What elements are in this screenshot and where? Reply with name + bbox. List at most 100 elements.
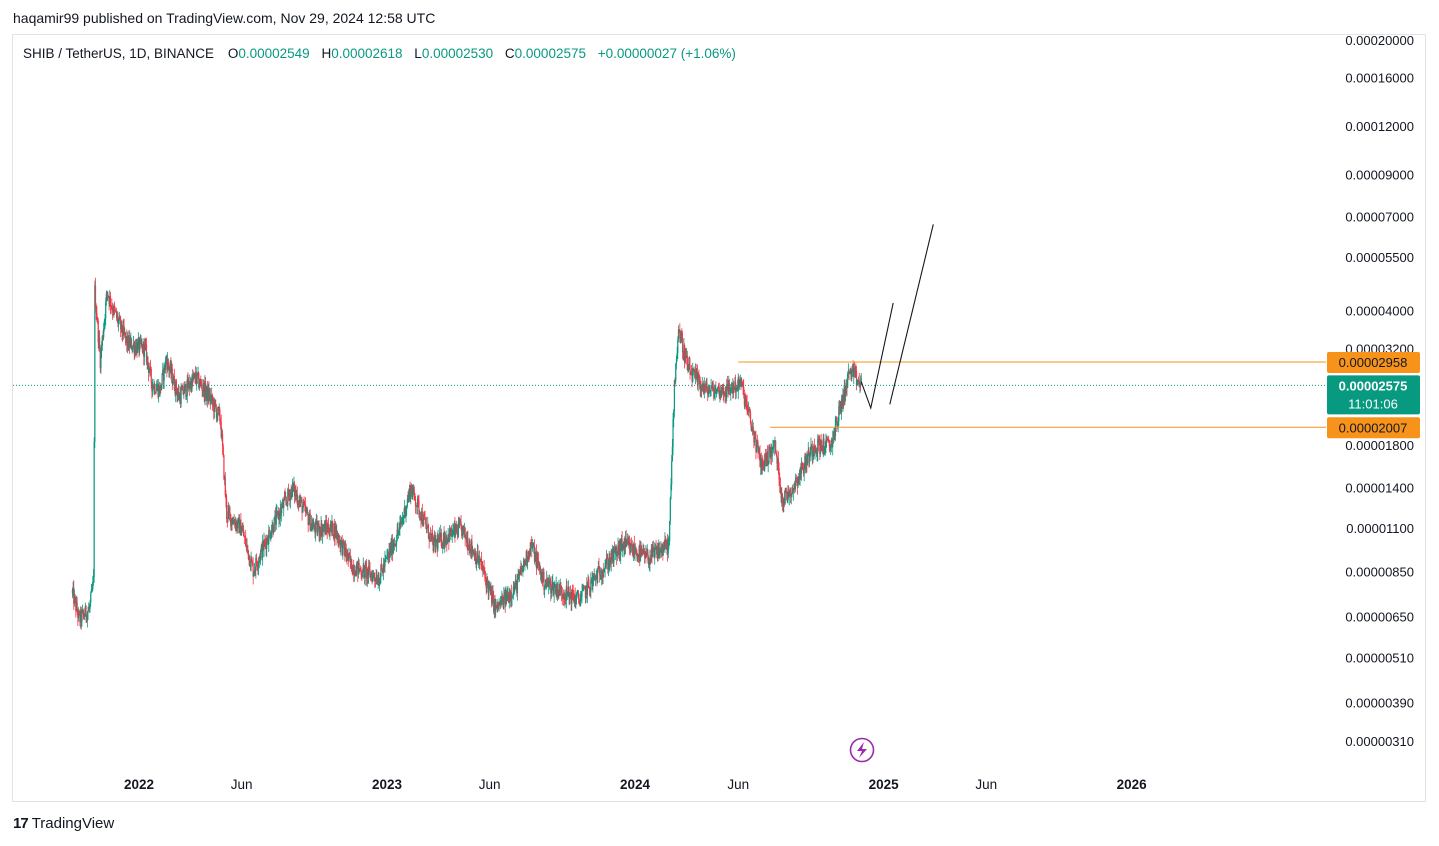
candle-body	[410, 485, 412, 499]
candle-body	[168, 365, 170, 371]
candle-body	[315, 521, 317, 534]
candle-body	[211, 394, 213, 403]
candle-body	[855, 370, 857, 371]
candle-body	[98, 337, 100, 343]
candle-body	[565, 594, 567, 601]
candle-body	[759, 452, 761, 467]
candle-body	[810, 444, 812, 454]
candle-body	[311, 522, 313, 530]
candle-body	[435, 540, 437, 547]
candle-body	[582, 585, 584, 591]
candle-body	[484, 571, 486, 577]
candle-body	[749, 411, 751, 413]
candle-body	[128, 337, 131, 348]
candle-body	[848, 371, 850, 373]
candle-body	[194, 373, 196, 375]
candle-body	[754, 437, 756, 439]
candle-body	[741, 382, 743, 388]
candle-body	[785, 490, 787, 493]
lightning-icon[interactable]	[849, 737, 875, 763]
candle-body	[215, 404, 217, 409]
time-tick-label: 2025	[869, 777, 900, 792]
candle-body	[689, 364, 691, 376]
candle-body	[266, 537, 268, 550]
open-value: 0.00002549	[238, 46, 310, 61]
candle-body	[590, 579, 592, 592]
candle-body	[599, 575, 601, 579]
symbol-label[interactable]: SHIB / TetherUS, 1D, BINANCE	[23, 46, 215, 61]
candle-body	[827, 439, 829, 442]
candle-body	[544, 587, 546, 590]
candle-body	[126, 336, 129, 346]
candle-body	[740, 379, 742, 388]
candle-body	[224, 477, 226, 480]
candle-body	[161, 373, 163, 385]
candle-body	[770, 446, 773, 457]
candle-body	[541, 571, 544, 583]
candle-body	[622, 543, 624, 550]
candle-body	[131, 349, 133, 351]
level-price-text: 0.00002958	[1339, 355, 1408, 370]
candle-body	[379, 576, 381, 583]
candle-body	[445, 537, 447, 544]
candle-body	[261, 545, 263, 558]
candle-body	[279, 507, 281, 519]
candle-body	[158, 385, 160, 395]
candle-body	[302, 501, 305, 508]
candle-body	[717, 386, 719, 389]
candle-body	[72, 587, 74, 591]
candle-body	[472, 550, 474, 553]
candle-body	[571, 589, 574, 593]
candle-body	[150, 368, 152, 383]
tradingview-logo[interactable]: 17 TradingView	[13, 815, 114, 832]
candle-body	[268, 530, 270, 545]
candle-body	[349, 553, 351, 557]
candle-body	[336, 530, 338, 539]
candle-body	[459, 522, 461, 526]
candle-body	[304, 504, 307, 512]
candle-body	[693, 368, 695, 371]
candle-body	[696, 372, 698, 378]
candle-body	[366, 569, 368, 579]
candle-body	[852, 368, 854, 377]
candle-body	[90, 592, 92, 603]
candle-body	[568, 587, 570, 598]
candle-body	[584, 587, 586, 589]
candle-body	[505, 591, 508, 602]
candle-body	[124, 332, 126, 334]
candle-body	[792, 487, 794, 493]
candle-body	[490, 588, 492, 592]
candle-body	[368, 565, 370, 570]
price-tick-label: 0.00001800	[1345, 438, 1414, 453]
candle-body	[264, 540, 266, 542]
candle-body	[387, 554, 389, 556]
candle-body	[755, 438, 757, 452]
candle-body	[374, 579, 377, 582]
candle-body	[673, 411, 675, 420]
candle-body	[242, 529, 244, 531]
candle-body	[726, 384, 729, 388]
candle-body	[677, 329, 680, 341]
candle-body	[846, 383, 848, 388]
candle-body	[228, 508, 230, 512]
candle-body	[403, 515, 405, 518]
candle-body	[544, 584, 546, 588]
candle-body	[577, 592, 579, 594]
candle-body	[368, 565, 370, 576]
candle-body	[476, 551, 478, 561]
candle-body	[179, 394, 181, 401]
candle-body	[377, 579, 379, 583]
candle-body	[662, 549, 664, 553]
candle-body	[90, 589, 93, 593]
candle-body	[690, 372, 692, 376]
candle-body	[633, 543, 635, 555]
candle-body	[710, 385, 712, 392]
candle-body	[151, 382, 153, 392]
candle-body	[120, 321, 122, 330]
candle-body	[802, 468, 805, 475]
candle-body	[621, 538, 623, 550]
candle-body	[623, 542, 625, 549]
price-tick-label: 0.00012000	[1345, 119, 1414, 134]
candle-body	[569, 592, 572, 599]
